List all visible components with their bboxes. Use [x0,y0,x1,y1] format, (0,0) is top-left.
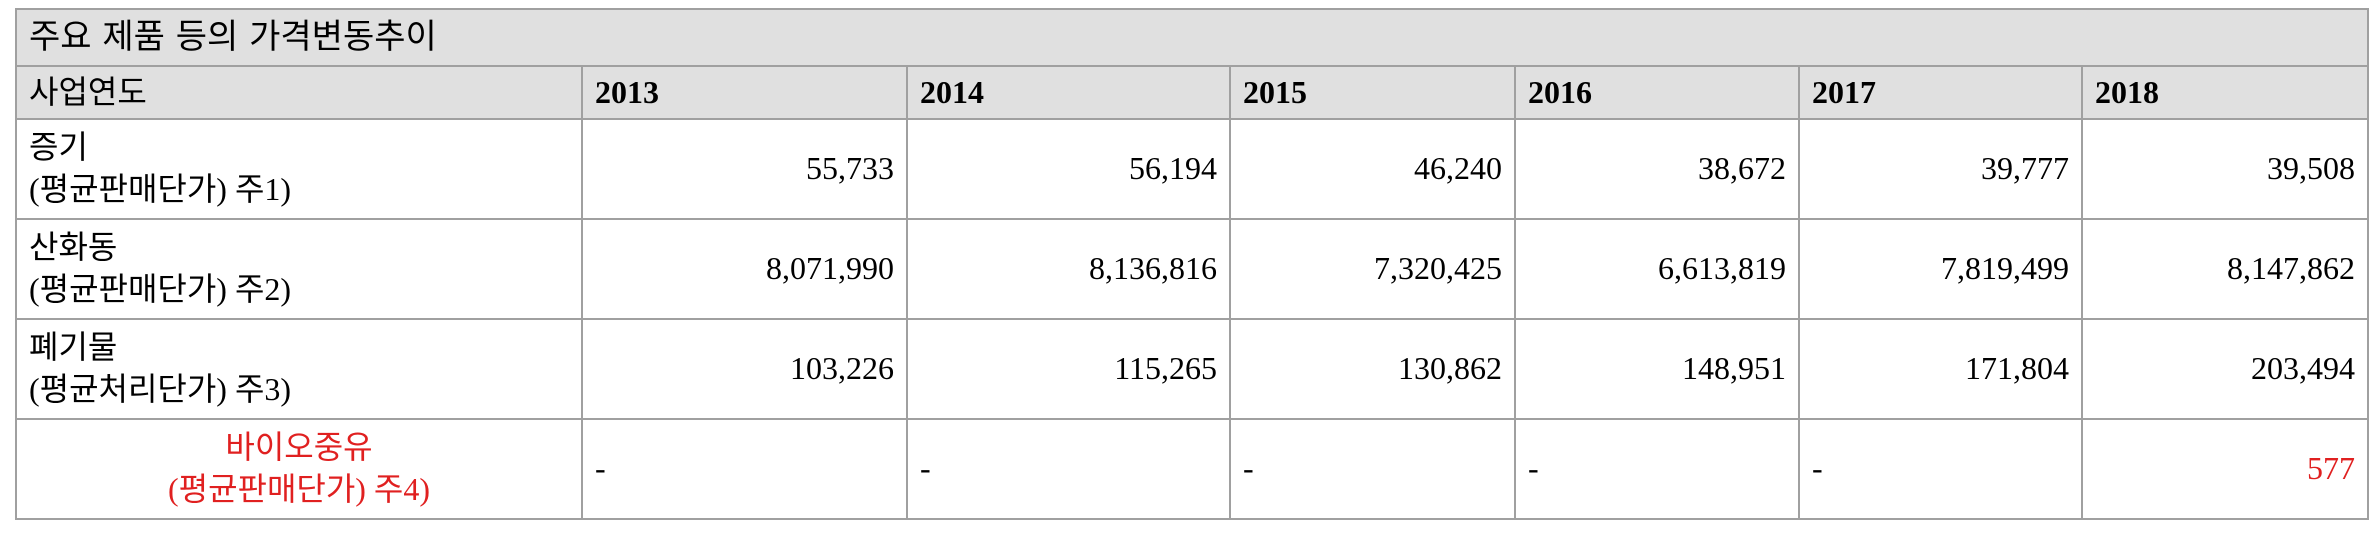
label-line: (평균처리단가) 주3) [29,371,292,407]
value-cell: 203,494 [2080,318,2370,420]
label-line: 바이오중유 [225,429,373,466]
label-line: 폐기물 [29,329,118,366]
value-cell: 56,194 [906,118,1231,220]
row-label: 바이오중유 (평균판매단가) 주4) [15,418,583,520]
value-cell: - [1798,418,2083,520]
value-cell: 171,804 [1798,318,2083,420]
value-cell: 7,320,425 [1229,218,1516,320]
value-cell: 38,672 [1514,118,1800,220]
value-cell: 6,613,819 [1514,218,1800,320]
header-cell: 2018 [2080,65,2370,120]
label-line: 산화동 [29,229,118,266]
label-line: (평균판매단가) 주1) [29,171,292,207]
value-cell: 103,226 [581,318,908,420]
table-body: 주요 제품 등의 가격변동추이 사업연도 2013 2014 2015 2016 2017… [14,8,2370,520]
title-row: 주요 제품 등의 가격변동추이 [14,8,2370,67]
data-row: 산화동 (평균판매단가) 주2) 8,071,990 8,136,816 7,320,4… [15,218,2370,320]
label-line: (평균판매단가) 주4) [167,471,431,507]
value-cell: 8,071,990 [581,218,908,320]
value-cell: - [906,418,1231,520]
value-cell: 8,136,816 [906,218,1231,320]
value-cell: 46,240 [1229,118,1516,220]
row-label: 증기 (평균판매단가) 주1) [15,118,583,220]
value-cell: 55,733 [581,118,908,220]
data-row: 폐기물 (평균처리단가) 주3) 103,226 115,265 130,862 148,… [15,318,2370,420]
value-cell: 130,862 [1229,318,1516,420]
value-cell: 7,819,499 [1798,218,2083,320]
header-cell: 2017 [1798,65,2083,120]
data-row: 바이오중유 (평균판매단가) 주4) - - - - -577 [15,418,2370,520]
label-line: 증기 [29,129,88,166]
data-row: 증기 (평균판매단가) 주1) 55,733 56,194 46,240 38,672 39… [15,118,2370,220]
header-cell: 사업연도 [15,65,583,120]
label-line: (평균판매단가) 주2) [29,271,292,307]
row-label: 폐기물 (평균처리단가) 주3) [15,318,583,420]
header-cell: 2016 [1514,65,1800,120]
value-cell: 39,508 [2080,118,2370,220]
value-cell: 115,265 [906,318,1231,420]
header-cell: 2014 [906,65,1231,120]
header-cell: 2013 [581,65,908,120]
row-label: 산화동 (평균판매단가) 주2) [15,218,583,320]
value-cell: 8,147,862 [2080,218,2370,320]
table-title: 주요 제품 등의 가격변동추이 [14,8,2370,67]
value-cell: 148,951 [1514,318,1800,420]
value-cell: - [1229,418,1516,520]
value-cell: - [1514,418,1800,520]
value-cell: 39,777 [1798,118,2083,220]
header-cell: 2015 [1229,65,1516,120]
value-cell: 577 [2080,418,2370,520]
price-table: 주요 제품 등의 가격변동추이 사업연도 2013 2014 2015 2016 2017… [14,8,2370,520]
header-row: 사업연도 2013 2014 2015 2016 2017 2018 [15,65,2370,120]
value-cell: - [581,418,908,520]
